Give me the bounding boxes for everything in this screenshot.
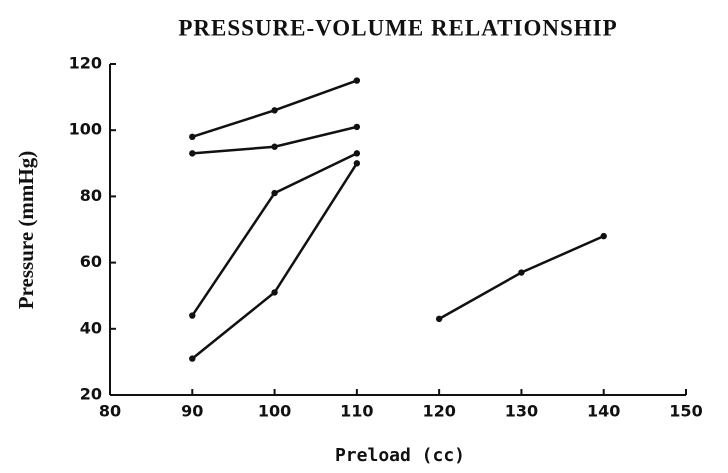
data-point — [271, 143, 278, 150]
data-line — [438, 234, 605, 320]
x-tick-label: 110 — [340, 402, 373, 421]
data-point — [271, 289, 278, 296]
data-point — [189, 355, 196, 362]
y-tick-label: 80 — [80, 186, 102, 205]
data-point — [189, 133, 196, 141]
x-tick-label: 80 — [99, 402, 121, 421]
data-point — [353, 123, 361, 131]
data-point — [271, 189, 278, 197]
data-point — [518, 269, 525, 276]
data-point — [353, 77, 361, 84]
data-point — [189, 312, 196, 319]
data-point — [600, 232, 607, 240]
y-tick-label: 40 — [80, 318, 102, 337]
x-tick-label: 120 — [422, 402, 455, 421]
data-point — [353, 150, 361, 157]
y-tick-label: 20 — [80, 385, 102, 404]
y-tick-label: 100 — [69, 120, 102, 139]
x-tick-label: 150 — [669, 402, 702, 421]
x-tick-label: 140 — [587, 402, 620, 421]
y-tick-label: 60 — [80, 252, 102, 271]
data-point — [353, 160, 361, 167]
x-tick-label: 100 — [258, 402, 291, 421]
y-tick-label: 120 — [69, 54, 102, 73]
x-tick-label: 90 — [181, 402, 203, 421]
y-axis-label: Pressure (mmHg) — [14, 151, 38, 309]
data-point — [271, 107, 278, 114]
data-point — [435, 315, 443, 323]
x-tick-label: 130 — [505, 402, 538, 421]
data-point — [189, 150, 196, 157]
chart-title: PRESSURE-VOLUME RELATIONSHIP — [178, 15, 617, 40]
x-axis-label: Preload (cc) — [335, 445, 465, 466]
